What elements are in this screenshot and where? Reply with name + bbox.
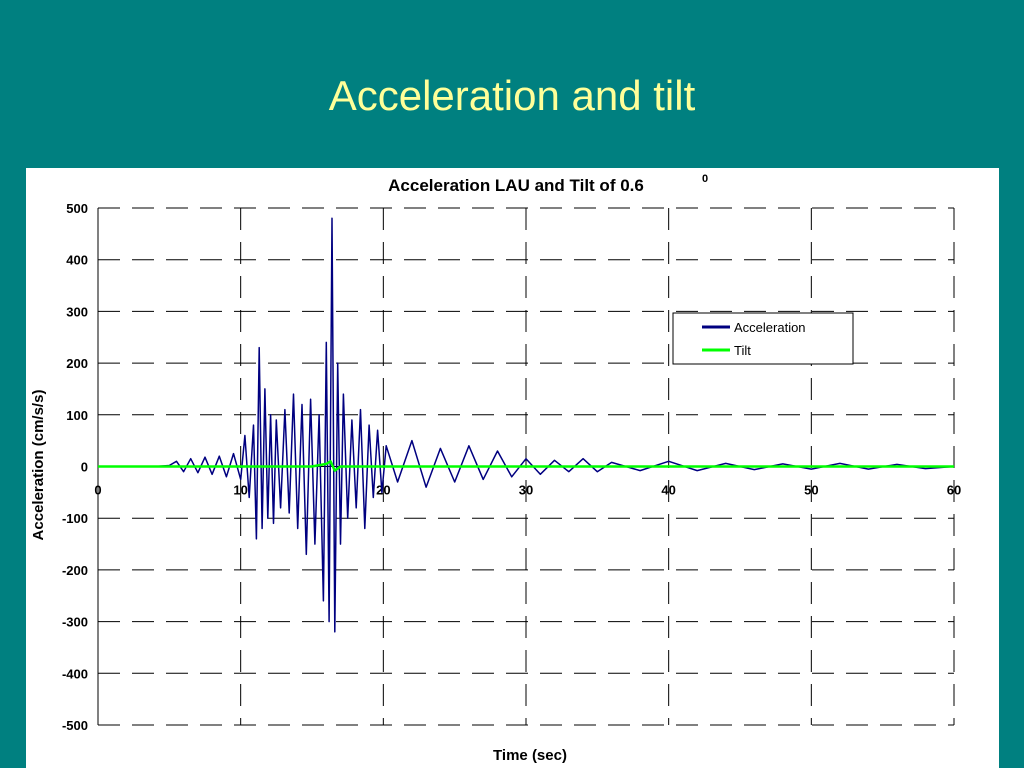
series-layer: [98, 217, 955, 633]
legend-box: [672, 312, 854, 365]
chart-title-superscript: 0: [702, 173, 708, 185]
chart-title-text: Acceleration LAU and Tilt of 0.6: [388, 176, 644, 195]
legend-label-acceleration: Acceleration: [734, 320, 806, 335]
x-axis-label: Time (sec): [493, 747, 567, 764]
y-tick-label: 0: [81, 460, 88, 475]
slide-title: Acceleration and tilt: [328, 72, 696, 119]
y-tick-label: -100: [62, 511, 88, 526]
legend-label-tilt: Tilt: [734, 343, 751, 358]
y-tick-label: -200: [62, 563, 88, 578]
y-tick-label: 400: [66, 253, 88, 268]
chart-area: Acceleration LAU and Tilt of 0.6 0 500 40…: [26, 168, 999, 768]
y-axis-label: Acceleration (cm/s/s): [30, 390, 47, 541]
axis-layer: 5004003002001000-100-200-300-400-5000102…: [62, 201, 961, 733]
x-tick-label: 60: [947, 483, 961, 498]
x-tick-label: 50: [804, 483, 818, 498]
series-line-tilt: [98, 460, 954, 472]
y-tick-label: 100: [66, 408, 88, 423]
y-tick-label: -500: [62, 718, 88, 733]
y-tick-label: 200: [66, 356, 88, 371]
y-tick-label: -400: [62, 666, 88, 681]
x-tick-label: 30: [519, 483, 533, 498]
acceleration-tilt-chart: Acceleration LAU and Tilt of 0.6 0 50040…: [30, 173, 961, 764]
x-tick-label: 10: [233, 483, 247, 498]
y-tick-label: 500: [66, 201, 88, 216]
chart-title: Acceleration LAU and Tilt of 0.6: [388, 176, 644, 195]
y-tick-label: -300: [62, 615, 88, 630]
x-tick-label: 20: [376, 483, 390, 498]
legend: Acceleration Tilt: [672, 312, 854, 365]
y-tick-label: 300: [66, 304, 88, 319]
x-tick-label: 40: [661, 483, 675, 498]
